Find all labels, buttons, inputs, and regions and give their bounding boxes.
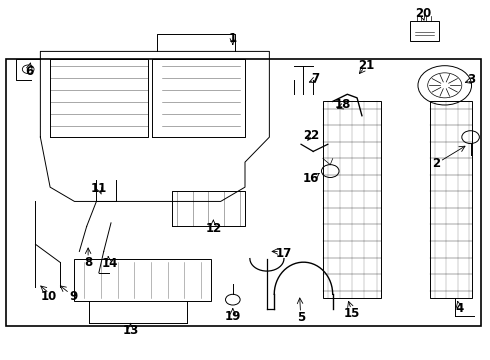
Text: 11: 11 — [91, 183, 107, 195]
Text: 7: 7 — [312, 72, 319, 85]
Text: 1: 1 — [229, 32, 237, 45]
Text: 14: 14 — [101, 257, 118, 270]
Text: 16: 16 — [303, 172, 319, 185]
Bar — [74, 258, 211, 301]
Text: 22: 22 — [303, 129, 319, 142]
Bar — [410, 21, 439, 41]
Text: 10: 10 — [41, 289, 57, 303]
Text: 8: 8 — [84, 256, 92, 269]
Text: 6: 6 — [25, 64, 34, 77]
Bar — [323, 102, 381, 298]
Text: 5: 5 — [297, 311, 305, 324]
Text: 9: 9 — [70, 289, 77, 303]
Text: 21: 21 — [358, 59, 374, 72]
Text: 3: 3 — [467, 73, 476, 86]
Text: 20: 20 — [415, 8, 431, 21]
Text: 15: 15 — [344, 307, 360, 320]
Text: 13: 13 — [122, 324, 139, 337]
Text: 18: 18 — [334, 99, 351, 112]
Bar — [6, 59, 481, 327]
Text: 17: 17 — [276, 247, 292, 260]
Text: 4: 4 — [455, 302, 464, 315]
Text: 19: 19 — [224, 310, 241, 323]
Text: 12: 12 — [205, 222, 221, 235]
Text: 2: 2 — [432, 157, 441, 170]
Bar — [430, 102, 471, 298]
